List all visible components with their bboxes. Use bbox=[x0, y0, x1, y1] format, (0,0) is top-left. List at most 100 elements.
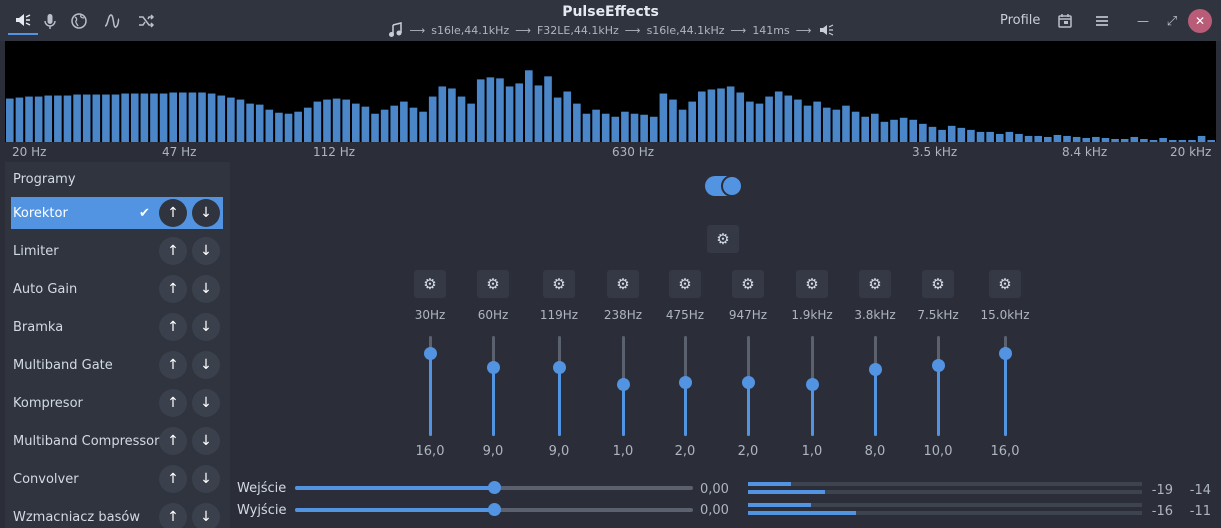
move-down-button[interactable]: ↓ bbox=[192, 351, 220, 379]
move-down-button[interactable]: ↓ bbox=[192, 465, 220, 493]
spectrum-bar bbox=[275, 112, 283, 142]
arrow-down-icon: ↓ bbox=[200, 471, 212, 487]
move-up-button[interactable]: ↑ bbox=[159, 275, 187, 303]
plugin-item[interactable]: Kompresor ↑ ↓ bbox=[11, 387, 223, 419]
band-slider-handle[interactable] bbox=[553, 361, 566, 375]
band-slider-handle[interactable] bbox=[424, 346, 437, 360]
move-down-button[interactable]: ↓ bbox=[192, 237, 220, 265]
output-gain-slider[interactable] bbox=[295, 503, 693, 516]
move-up-button[interactable]: ↑ bbox=[159, 427, 187, 455]
eq-band: ⚙ 475Hz 2,0 bbox=[655, 270, 715, 460]
move-up-button[interactable]: ↑ bbox=[159, 389, 187, 417]
move-up-button[interactable]: ↑ bbox=[159, 465, 187, 493]
arrow-up-icon: ↑ bbox=[167, 281, 179, 297]
band-settings-button[interactable]: ⚙ bbox=[732, 270, 764, 298]
band-settings-button[interactable]: ⚙ bbox=[796, 270, 828, 298]
globe-button[interactable] bbox=[64, 7, 94, 35]
plugin-item[interactable]: Bramka ↑ ↓ bbox=[11, 311, 223, 343]
spectrum-bar bbox=[179, 92, 187, 142]
band-frequency: 1.9kHz bbox=[791, 308, 833, 322]
band-settings-button[interactable]: ⚙ bbox=[859, 270, 891, 298]
speaker-icon bbox=[16, 14, 31, 26]
spectrum-bar bbox=[649, 116, 658, 142]
arrow-down-icon: ↓ bbox=[200, 281, 212, 297]
band-slider-handle[interactable] bbox=[487, 361, 500, 375]
move-up-button[interactable]: ↑ bbox=[159, 351, 187, 379]
plugin-item[interactable]: Auto Gain ↑ ↓ bbox=[11, 273, 223, 305]
band-settings-button[interactable]: ⚙ bbox=[414, 270, 446, 298]
minimize-button[interactable]: — bbox=[1128, 7, 1158, 35]
switch-knob bbox=[721, 175, 743, 197]
move-down-button[interactable]: ↓ bbox=[192, 275, 220, 303]
band-slider-handle[interactable] bbox=[869, 363, 882, 377]
shuffle-button[interactable] bbox=[131, 7, 161, 35]
move-up-button[interactable]: ↑ bbox=[159, 503, 187, 528]
arrow-3: ⟶ bbox=[624, 23, 641, 37]
menu-button[interactable] bbox=[1087, 7, 1117, 35]
spectrum-bar bbox=[563, 91, 572, 142]
freq-label: 47 Hz bbox=[162, 145, 197, 159]
band-slider-handle[interactable] bbox=[742, 375, 755, 389]
microphone-icon bbox=[44, 14, 56, 29]
spectrum-bar bbox=[544, 76, 552, 142]
band-settings-button[interactable]: ⚙ bbox=[477, 270, 509, 298]
spectrum-bar bbox=[947, 125, 956, 142]
band-settings-button[interactable]: ⚙ bbox=[922, 270, 954, 298]
close-button[interactable]: ✕ bbox=[1188, 9, 1212, 33]
band-slider-fill bbox=[558, 367, 561, 436]
calendar-button[interactable] bbox=[1050, 7, 1080, 35]
plugin-item[interactable]: Convolver ↑ ↓ bbox=[11, 463, 223, 495]
band-slider-handle[interactable] bbox=[617, 377, 630, 391]
profile-button[interactable]: Profile bbox=[1000, 13, 1041, 28]
move-down-button[interactable]: ↓ bbox=[192, 503, 220, 528]
arrow-down-icon: ↓ bbox=[200, 205, 212, 221]
move-up-button[interactable]: ↑ bbox=[159, 237, 187, 265]
band-slider-handle[interactable] bbox=[679, 375, 692, 389]
band-slider-handle[interactable] bbox=[999, 346, 1012, 360]
move-up-button[interactable]: ↑ bbox=[159, 313, 187, 341]
header-bar: PulseEffects ⟶ s16le,44.1kHz ⟶ F32LE,44.… bbox=[0, 0, 1221, 41]
spectrum-bar bbox=[25, 96, 33, 142]
band-slider-handle[interactable] bbox=[806, 377, 819, 391]
slider-handle[interactable] bbox=[488, 481, 501, 494]
move-down-button[interactable]: ↓ bbox=[192, 199, 220, 227]
maximize-button[interactable]: ⤢ bbox=[1157, 7, 1187, 35]
move-up-button[interactable]: ↑ bbox=[159, 199, 187, 227]
band-settings-button[interactable]: ⚙ bbox=[989, 270, 1021, 298]
slider-handle[interactable] bbox=[488, 503, 501, 516]
band-frequency: 3.8kHz bbox=[854, 308, 896, 322]
band-gain-value: 2,0 bbox=[737, 444, 759, 459]
plugin-name: Wzmacniacz basów bbox=[13, 509, 140, 525]
equalizer-enable-switch[interactable] bbox=[705, 175, 743, 197]
band-settings-button[interactable]: ⚙ bbox=[543, 270, 575, 298]
move-down-button[interactable]: ↓ bbox=[192, 389, 220, 417]
plugin-item[interactable]: Multiband Gate ↑ ↓ bbox=[11, 349, 223, 381]
plugins-title: Programy bbox=[13, 172, 76, 187]
spectrum-bar bbox=[188, 92, 197, 142]
spectrum-bar bbox=[352, 103, 360, 142]
plugin-item[interactable]: Wzmacniacz basów ↑ ↓ bbox=[11, 501, 223, 528]
input-microphone-tab[interactable] bbox=[35, 7, 65, 35]
plugin-item[interactable]: Korektor ✔ ↑ ↓ bbox=[11, 197, 223, 229]
input-gain-slider[interactable] bbox=[295, 481, 693, 494]
spectrum-bar bbox=[794, 99, 802, 142]
plugin-item[interactable]: Multiband Compressor ↑ ↓ bbox=[11, 425, 223, 457]
spectrum-bar bbox=[6, 98, 14, 142]
pulse-wave-button[interactable] bbox=[97, 7, 127, 35]
maximize-icon: ⤢ bbox=[1166, 13, 1178, 29]
equalizer-settings-button[interactable]: ⚙ bbox=[707, 225, 739, 253]
spectrum-bar bbox=[861, 116, 869, 142]
band-slider-handle[interactable] bbox=[932, 359, 945, 373]
output-speaker-tab[interactable] bbox=[8, 7, 38, 35]
plugin-item[interactable]: Limiter ↑ ↓ bbox=[11, 235, 223, 267]
move-down-button[interactable]: ↓ bbox=[192, 427, 220, 455]
pipeline-info: ⟶ s16le,44.1kHz ⟶ F32LE,44.1kHz ⟶ s16le,… bbox=[0, 22, 1221, 38]
gear-icon: ⚙ bbox=[423, 275, 437, 293]
band-settings-button[interactable]: ⚙ bbox=[607, 270, 639, 298]
freq-label: 3.5 kHz bbox=[912, 145, 958, 159]
slider-fill bbox=[295, 486, 494, 490]
move-down-button[interactable]: ↓ bbox=[192, 313, 220, 341]
eq-band: ⚙ 15.0kHz 16,0 bbox=[975, 270, 1035, 460]
pipeline-stage-3: s16le,44.1kHz bbox=[646, 23, 725, 37]
band-settings-button[interactable]: ⚙ bbox=[669, 270, 701, 298]
